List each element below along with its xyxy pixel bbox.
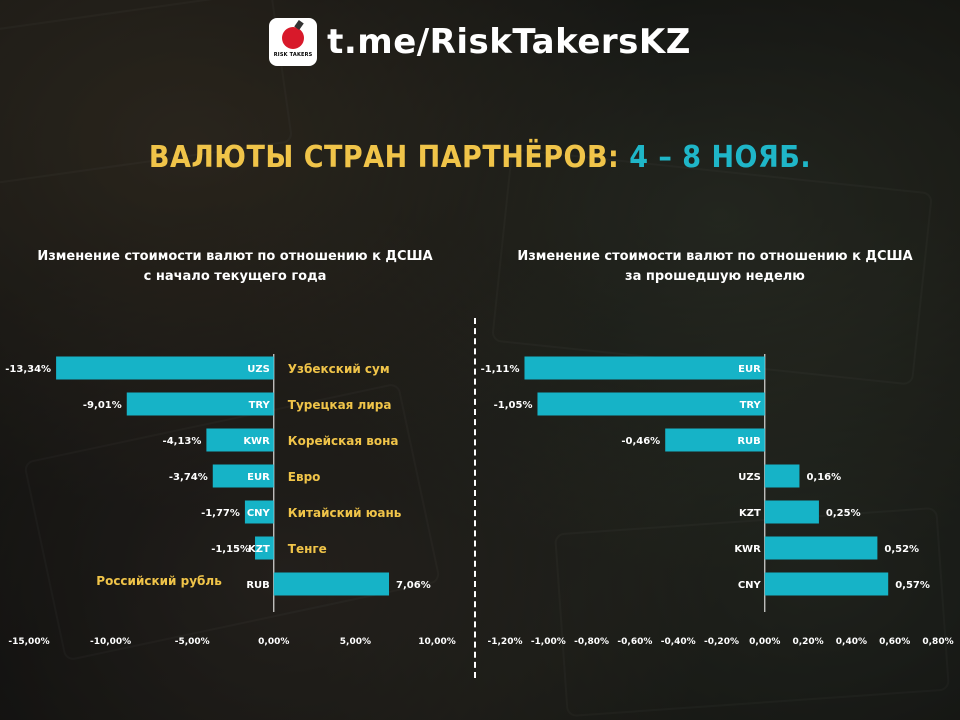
left-chart-title: Изменение стоимости валют по отношению к… — [10, 247, 460, 287]
chart-divider — [474, 318, 476, 678]
category-label-kzt: KZT — [739, 508, 761, 519]
x-tick-label: 0,00% — [749, 637, 780, 647]
value-label-kzt: 0,25% — [826, 508, 861, 519]
risk-takers-logo: RISK TAKERS — [269, 18, 318, 66]
left-chart-title-line1: Изменение стоимости валют по отношению к… — [37, 249, 433, 264]
x-tick-label: -10,00% — [90, 637, 131, 647]
bar-kwr — [206, 428, 274, 452]
x-tick-label: -15,00% — [8, 637, 49, 647]
bar-kzt — [255, 536, 274, 560]
left-bar-chart: UZS -13,34% Узбекский сум TRY -9,01% Турецкая… — [5, 354, 456, 647]
category-label-kwr: KWR — [243, 436, 270, 447]
currency-name-try: Турецкая лира — [288, 398, 392, 412]
currency-name-uzs: Узбекский сум — [288, 362, 390, 376]
x-tick-label: -5,00% — [175, 637, 210, 647]
bar-eur — [212, 464, 274, 488]
value-label-cny: 0,57% — [895, 580, 930, 591]
right-bar-chart: EUR -1,11% TRY -1,05% RUB -0,46% UZS 0,16% KZT 0,… — [481, 354, 954, 647]
bar-try — [126, 392, 274, 416]
bar-cny — [764, 572, 889, 596]
currency-name-cny: Китайский юань — [288, 506, 402, 520]
right-chart-title: Изменение стоимости валют по отношению к… — [490, 247, 940, 287]
x-tick-label: 0,80% — [922, 637, 953, 647]
bomb-icon — [282, 26, 305, 49]
category-label-uzs: UZS — [738, 472, 761, 483]
logo-text: RISK TAKERS — [273, 51, 313, 58]
x-tick-label: -1,20% — [488, 637, 523, 647]
category-label-rub: RUB — [246, 580, 269, 591]
currency-name-kwr: Корейская вона — [288, 434, 399, 448]
bar-uzs — [56, 356, 274, 380]
value-label-try: -1,05% — [494, 400, 533, 411]
title-main: ВАЛЮТЫ СТРАН ПАРТНЁРОВ: — [148, 140, 620, 175]
value-label-kzt: -1,15% — [211, 544, 250, 555]
right-chart-title-line1: Изменение стоимости валют по отношению к… — [517, 249, 913, 264]
category-label-uzs: UZS — [247, 364, 270, 375]
bar-cny — [244, 500, 274, 524]
bar-try — [537, 392, 765, 416]
category-label-try: TRY — [740, 400, 762, 411]
x-tick-label: 0,40% — [836, 637, 867, 647]
currency-name-eur: Евро — [288, 470, 321, 484]
category-label-eur: EUR — [738, 364, 761, 375]
value-label-eur: -1,11% — [481, 364, 520, 375]
value-label-kwr: 0,52% — [884, 544, 919, 555]
x-tick-label: 10,00% — [418, 637, 456, 647]
header: RISK TAKERS t.me/RiskTakersKZ — [0, 14, 960, 70]
bar-kwr — [764, 536, 878, 560]
page-title: ВАЛЮТЫ СТРАН ПАРТНЁРОВ: 4 – 8 НОЯБ. — [0, 140, 960, 175]
left-chart-title-line2: с начало текущего года — [143, 269, 327, 284]
x-tick-label: 5,00% — [340, 637, 371, 647]
right-chart-title-line2: за прошедшую неделю — [625, 269, 805, 284]
category-label-eur: EUR — [247, 472, 270, 483]
value-label-uzs: -13,34% — [5, 364, 51, 375]
category-label-rub: RUB — [737, 436, 760, 447]
value-label-try: -9,01% — [83, 400, 122, 411]
bar-uzs — [764, 464, 800, 488]
bar-rub — [665, 428, 765, 452]
category-label-cny: CNY — [247, 508, 271, 519]
category-label-cny: CNY — [738, 580, 762, 591]
x-tick-label: -0,80% — [574, 637, 609, 647]
bar-kzt — [764, 500, 819, 524]
x-tick-label: -0,20% — [704, 637, 739, 647]
currency-name-rub: Российский рубль — [96, 574, 222, 588]
value-label-cny: -1,77% — [201, 508, 240, 519]
value-label-uzs: 0,16% — [806, 472, 841, 483]
value-label-kwr: -4,13% — [163, 436, 202, 447]
bar-rub — [273, 572, 390, 596]
x-tick-label: 0,60% — [879, 637, 910, 647]
x-tick-label: -0,60% — [617, 637, 652, 647]
x-tick-label: 0,20% — [792, 637, 823, 647]
x-tick-label: -1,00% — [531, 637, 566, 647]
bar-eur — [524, 356, 765, 380]
x-tick-label: -0,40% — [661, 637, 696, 647]
title-dates: 4 – 8 НОЯБ. — [629, 140, 812, 175]
category-label-try: TRY — [249, 400, 271, 411]
x-tick-label: 0,00% — [258, 637, 289, 647]
value-label-rub: 7,06% — [396, 580, 431, 591]
value-label-eur: -3,74% — [169, 472, 208, 483]
category-label-kwr: KWR — [734, 544, 761, 555]
channel-link[interactable]: t.me/RiskTakersKZ — [327, 22, 691, 62]
currency-name-kzt: Тенге — [288, 542, 327, 556]
category-label-kzt: KZT — [248, 544, 270, 555]
value-label-rub: -0,46% — [621, 436, 660, 447]
